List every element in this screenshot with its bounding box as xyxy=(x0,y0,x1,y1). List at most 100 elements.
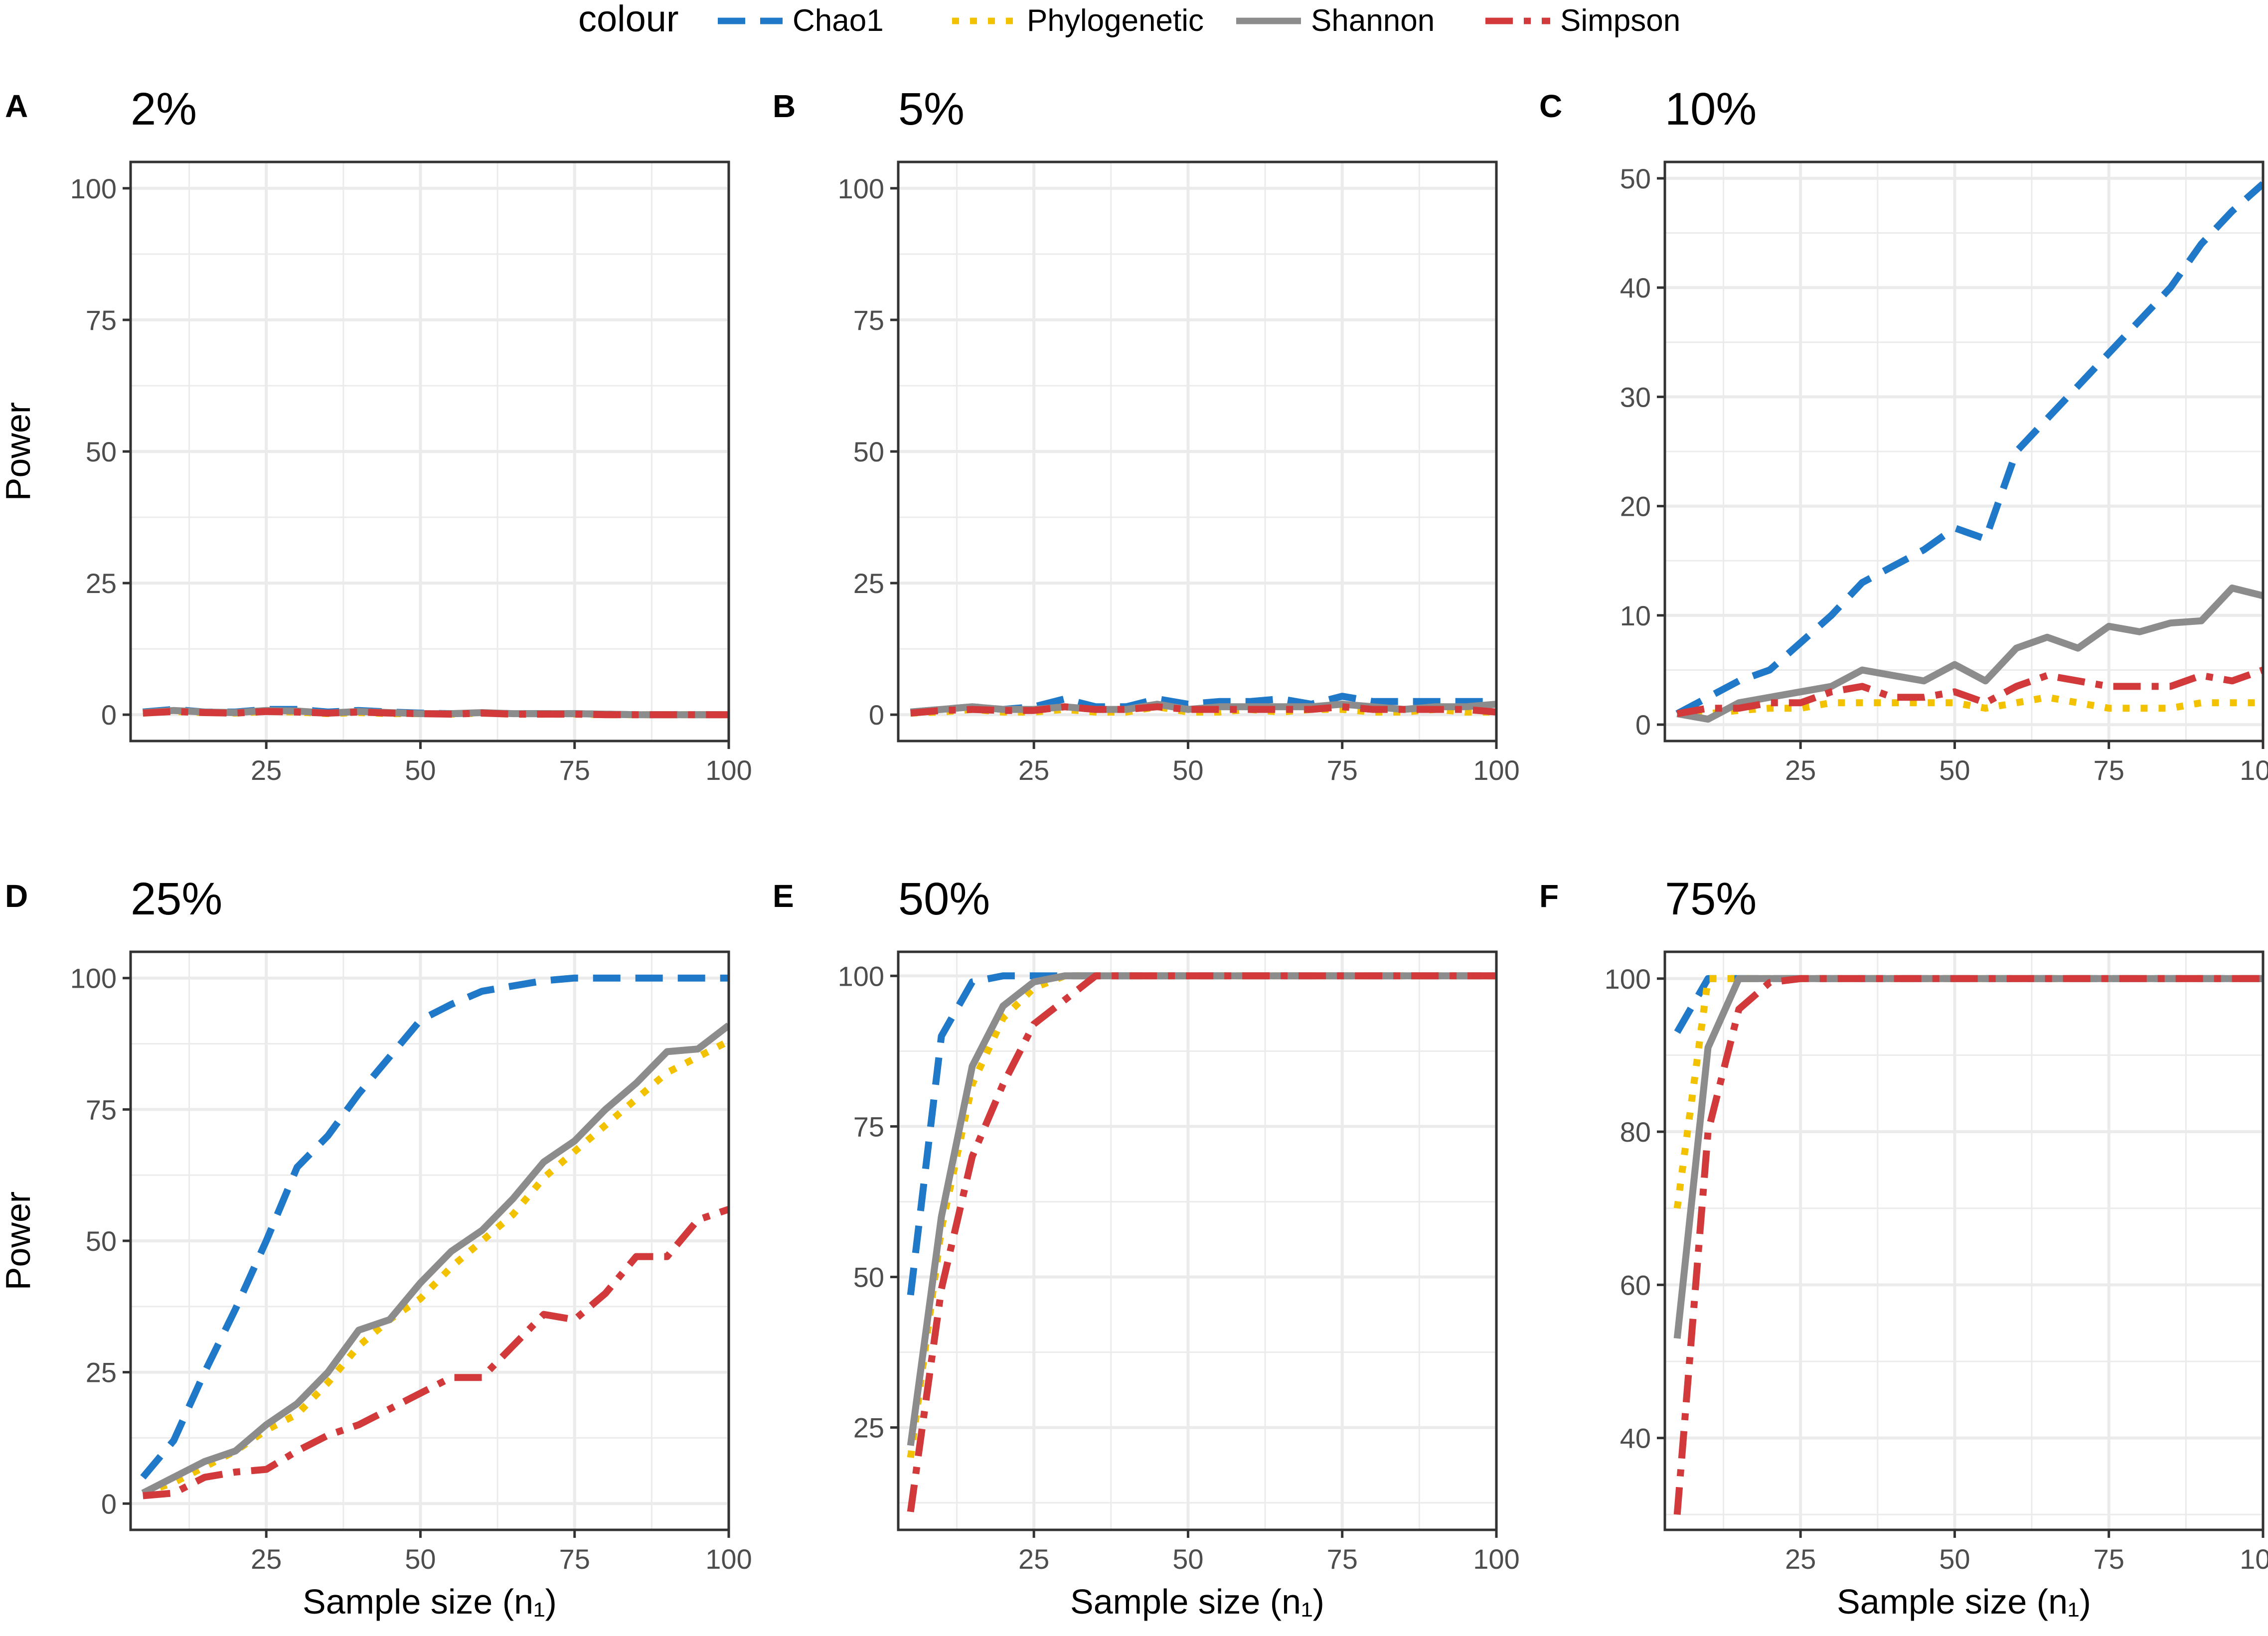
x-tick-label: 25 xyxy=(1018,754,1049,786)
x-tick-label: 100 xyxy=(1473,1543,1519,1575)
y-tick-label: 100 xyxy=(70,963,117,994)
y-tick-label: 75 xyxy=(853,304,884,336)
y-tick-label: 100 xyxy=(1605,963,1651,995)
x-tick-label: 50 xyxy=(1939,754,1970,786)
x-tick-label: 25 xyxy=(1785,754,1816,786)
y-tick-label: 50 xyxy=(1620,163,1651,194)
y-tick-label: 0 xyxy=(869,699,884,731)
legend-label-phylogenetic: Phylogenetic xyxy=(1027,3,1204,38)
x-tick-label: 50 xyxy=(1172,1543,1203,1575)
panel-border xyxy=(897,950,1498,1531)
panel-letter: B xyxy=(773,88,796,124)
panel-e: 25 50 75 100 25 50 75 100 E 50% Sample size (n₁) xyxy=(773,874,1520,1621)
panel-c: 0 10 20 30 40 50 25 50 75 100 C 10% xyxy=(1539,84,2268,786)
y-tick-label: 25 xyxy=(86,568,117,599)
x-tick-label: 50 xyxy=(1172,754,1203,786)
series-chao1 xyxy=(1675,181,2263,717)
x-tick-label: 25 xyxy=(1018,1543,1049,1575)
panel-title: 75% xyxy=(1665,874,1757,924)
legend-label-simpson: Simpson xyxy=(1560,3,1680,38)
series-simpson xyxy=(143,1206,729,1499)
series-shannon xyxy=(1676,585,2263,723)
y-tick-label: 50 xyxy=(853,1262,884,1293)
legend: colour Chao1 Phylogenetic Shannon Simpson xyxy=(578,0,1680,39)
x-tick-label: 75 xyxy=(559,754,590,786)
y-tick-label: 25 xyxy=(853,568,884,599)
series-chao1 xyxy=(1674,975,2263,1034)
legend-label-chao1: Chao1 xyxy=(793,3,884,38)
y-tick-label: 50 xyxy=(86,436,117,467)
x-axis-title: Sample size (n₁) xyxy=(1837,1582,2091,1621)
y-tick-label: 75 xyxy=(86,304,117,336)
panel-d: 0 25 50 75 100 25 50 75 100 D 25% Power Sample size … xyxy=(0,874,752,1621)
series-phylogenetic xyxy=(1673,975,2263,1209)
y-tick-label: 25 xyxy=(853,1412,884,1444)
panel-title: 5% xyxy=(898,84,965,135)
series-simpson xyxy=(910,703,1496,717)
x-tick-label: 75 xyxy=(1327,754,1358,786)
y-tick-label: 40 xyxy=(1620,1423,1651,1454)
series-shannon xyxy=(141,1023,729,1496)
series-chao1 xyxy=(907,972,1496,1296)
x-tick-label: 25 xyxy=(1785,1543,1816,1575)
panel-title: 50% xyxy=(898,874,990,924)
x-tick-label: 100 xyxy=(1473,754,1519,786)
y-tick-label: 100 xyxy=(838,960,884,992)
x-tick-label: 75 xyxy=(2094,754,2124,786)
x-tick-label: 75 xyxy=(2094,1543,2124,1575)
y-tick-label: 0 xyxy=(101,1488,117,1519)
x-tick-label: 25 xyxy=(251,754,282,786)
panel-letter: C xyxy=(1539,88,1562,124)
y-tick-label: 80 xyxy=(1620,1116,1651,1148)
series-simpson xyxy=(1673,975,2263,1515)
series-shannon xyxy=(907,972,1496,1446)
series-phylogenetic xyxy=(1677,694,2263,718)
panel-title: 2% xyxy=(131,84,197,135)
y-tick-label: 10 xyxy=(1620,600,1651,631)
legend-label-shannon: Shannon xyxy=(1311,3,1435,38)
x-tick-label: 100 xyxy=(2240,1543,2268,1575)
x-tick-label: 75 xyxy=(559,1543,590,1575)
panel-letter: A xyxy=(5,88,28,124)
y-tick-label: 40 xyxy=(1620,272,1651,303)
y-tick-label: 0 xyxy=(101,699,117,731)
y-axis-title: Power xyxy=(0,402,37,501)
x-tick-label: 100 xyxy=(705,1543,752,1575)
x-axis-title: Sample size (n₁) xyxy=(1070,1582,1324,1621)
y-tick-label: 60 xyxy=(1620,1269,1651,1301)
y-axis-title: Power xyxy=(0,1191,37,1290)
series-phylogenetic xyxy=(907,972,1496,1458)
x-tick-label: 50 xyxy=(405,754,436,786)
panel-title: 25% xyxy=(131,874,222,924)
panel-title: 10% xyxy=(1665,84,1757,135)
panel-b: 0 25 50 75 100 25 50 75 100 B 5% xyxy=(773,84,1520,786)
y-tick-label: 50 xyxy=(853,436,884,467)
series-simpson xyxy=(907,972,1496,1512)
x-tick-label: 100 xyxy=(2240,754,2268,786)
y-tick-label: 100 xyxy=(70,173,117,204)
y-tick-label: 75 xyxy=(853,1111,884,1142)
y-tick-label: 75 xyxy=(86,1094,117,1125)
y-tick-label: 30 xyxy=(1620,381,1651,413)
series-chao1 xyxy=(140,974,729,1480)
x-tick-label: 50 xyxy=(405,1543,436,1575)
x-tick-label: 50 xyxy=(1939,1543,1970,1575)
y-tick-label: 20 xyxy=(1620,491,1651,522)
y-tick-label: 100 xyxy=(838,173,884,204)
panel-a: 0 25 50 75 100 25 50 75 100 A 2% Power xyxy=(0,84,752,786)
series-simpson xyxy=(143,708,729,719)
y-tick-label: 25 xyxy=(86,1357,117,1388)
x-axis-title: Sample size (n₁) xyxy=(303,1582,557,1621)
panel-f: 40 60 80 100 25 50 75 100 F 75% Sample size (n₁) xyxy=(1539,874,2268,1621)
x-tick-label: 75 xyxy=(1327,1543,1358,1575)
x-tick-label: 25 xyxy=(251,1543,282,1575)
legend-title: colour xyxy=(578,0,679,39)
x-tick-label: 100 xyxy=(705,754,752,786)
panel-letter: D xyxy=(5,878,28,914)
panel-border xyxy=(1663,160,2265,743)
y-tick-label: 50 xyxy=(86,1225,117,1257)
y-tick-label: 0 xyxy=(1635,709,1651,741)
panel-border xyxy=(1663,950,2265,1531)
